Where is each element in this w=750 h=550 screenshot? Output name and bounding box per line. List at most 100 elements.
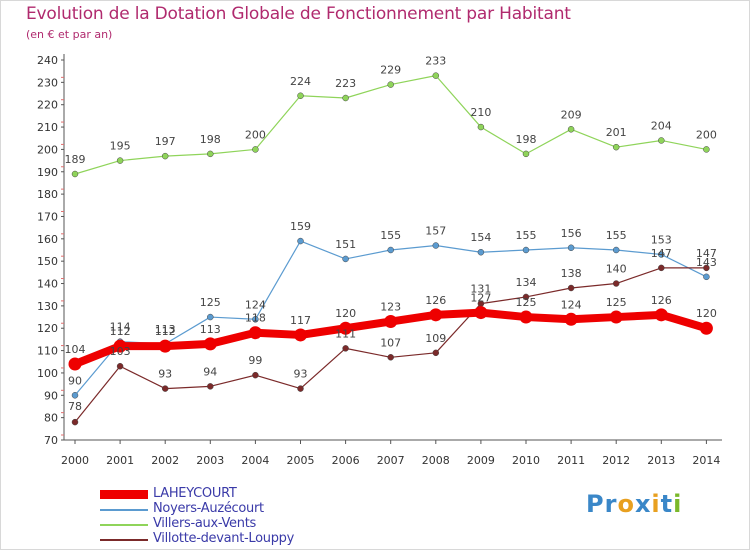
- data-point: [297, 385, 304, 392]
- data-label: 120: [696, 307, 717, 320]
- chart-legend: LAHEYCOURT Noyers-Auzécourt Villers-aux-…: [100, 486, 360, 547]
- data-point: [477, 248, 485, 256]
- data-label: 125: [516, 296, 537, 309]
- data-label: 224: [290, 75, 311, 88]
- x-tick-label: 2004: [241, 454, 269, 467]
- data-point: [68, 357, 82, 371]
- legend-label: Noyers-Auzécourt: [153, 501, 264, 516]
- data-label: 143: [696, 256, 717, 269]
- x-tick-label: 2011: [557, 454, 585, 467]
- logo-letter: r: [604, 490, 618, 518]
- data-point: [252, 146, 259, 153]
- data-label: 126: [651, 294, 672, 307]
- data-label: 112: [155, 325, 176, 338]
- data-label: 126: [425, 294, 446, 307]
- x-tick-label: 2008: [422, 454, 450, 467]
- data-point: [203, 337, 217, 351]
- data-point: [387, 354, 394, 361]
- logo-letter: P: [586, 490, 605, 518]
- data-point: [71, 418, 79, 426]
- legend-swatch: [100, 490, 148, 499]
- legend-swatch: [100, 539, 148, 541]
- data-point: [522, 150, 530, 158]
- data-point: [342, 94, 349, 102]
- data-label: 159: [290, 220, 311, 233]
- data-label: 90: [68, 374, 82, 387]
- data-label: 155: [380, 229, 401, 242]
- data-label: 197: [155, 135, 176, 148]
- data-label: 198: [200, 133, 221, 146]
- data-label: 104: [65, 343, 86, 356]
- data-point: [116, 157, 124, 164]
- data-label: 93: [294, 368, 308, 381]
- legend-swatch: [100, 524, 148, 526]
- data-point: [658, 251, 665, 258]
- data-point: [432, 242, 440, 249]
- data-point: [161, 152, 169, 160]
- data-point: [567, 284, 575, 292]
- legend-item: Villers-aux-Vents: [100, 516, 360, 532]
- y-tick-label: 230: [37, 76, 58, 89]
- data-label: 94: [203, 365, 217, 378]
- x-tick-label: 2005: [287, 454, 315, 467]
- data-label: 78: [68, 400, 82, 413]
- data-point: [703, 273, 710, 281]
- data-label: 112: [110, 325, 131, 338]
- data-label: 209: [561, 108, 582, 121]
- x-tick-label: 2002: [151, 454, 179, 467]
- data-point: [116, 362, 124, 370]
- data-label: 125: [200, 296, 221, 309]
- data-point: [294, 328, 307, 342]
- data-label: 229: [380, 64, 401, 77]
- data-label: 156: [561, 227, 582, 240]
- data-label: 113: [200, 323, 221, 336]
- y-tick-label: 170: [37, 210, 58, 223]
- data-point: [522, 246, 530, 254]
- y-tick-label: 130: [37, 300, 58, 313]
- logo-letter: x: [634, 490, 652, 518]
- y-tick-label: 220: [37, 99, 58, 112]
- data-label: 200: [245, 128, 266, 141]
- x-tick-label: 2003: [196, 454, 224, 467]
- data-label: 140: [606, 263, 627, 276]
- data-label: 147: [696, 247, 717, 260]
- y-tick-label: 210: [37, 121, 58, 134]
- logo-letter: t: [660, 490, 674, 518]
- data-label: 200: [696, 128, 717, 141]
- x-tick-label: 2000: [61, 454, 89, 467]
- y-tick-label: 150: [37, 255, 58, 268]
- data-point: [342, 255, 349, 263]
- y-tick-label: 180: [37, 188, 58, 201]
- data-point: [432, 349, 440, 357]
- logo-letter: i: [651, 490, 661, 518]
- data-label: 151: [335, 238, 356, 251]
- data-label: 223: [335, 77, 356, 90]
- chart-title: Evolution de la Dotation Globale de Fonc…: [26, 4, 571, 24]
- data-point: [113, 339, 127, 353]
- data-point: [339, 321, 353, 335]
- data-point: [207, 383, 214, 390]
- data-label: 154: [470, 231, 491, 244]
- data-label: 153: [651, 233, 672, 246]
- data-point: [612, 246, 620, 254]
- data-point: [658, 137, 665, 144]
- data-point: [71, 170, 79, 178]
- data-label: 124: [245, 298, 266, 311]
- y-tick-label: 140: [37, 278, 58, 291]
- x-tick-label: 2001: [106, 454, 134, 467]
- data-label: 125: [606, 296, 627, 309]
- logo-letter: o: [617, 490, 635, 518]
- series-line-2: [74, 75, 708, 175]
- data-label: 107: [380, 336, 401, 349]
- data-point: [71, 392, 79, 399]
- data-point: [207, 313, 214, 321]
- legend-swatch: [100, 509, 148, 511]
- x-tick-label: 2010: [512, 454, 540, 467]
- data-label: 114: [110, 321, 131, 334]
- y-tick-label: 100: [37, 367, 58, 380]
- data-label: 93: [158, 368, 172, 381]
- y-tick-label: 70: [44, 434, 58, 447]
- data-label: 198: [516, 133, 537, 146]
